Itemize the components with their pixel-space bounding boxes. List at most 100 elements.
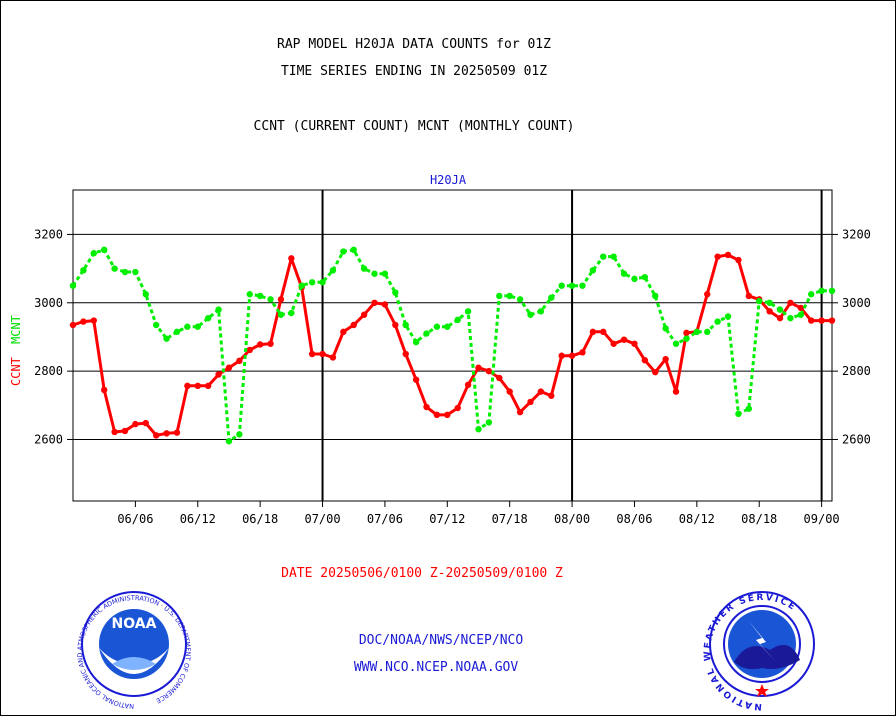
data-point-mcnt <box>381 270 389 277</box>
x-tick-label: 07/18 <box>492 512 528 526</box>
data-point-mcnt <box>797 311 805 318</box>
data-point-ccnt <box>558 352 565 359</box>
data-point-mcnt <box>215 306 222 313</box>
data-point-ccnt <box>184 382 191 390</box>
data-point-ccnt <box>506 388 513 395</box>
data-point-ccnt <box>288 255 295 262</box>
data-point-ccnt <box>714 253 721 260</box>
y-tick-label: 2600 <box>34 432 63 446</box>
data-point-ccnt <box>163 430 170 437</box>
data-point-mcnt <box>433 323 441 330</box>
data-point-ccnt <box>652 368 659 376</box>
data-point-mcnt <box>412 338 420 346</box>
data-point-mcnt <box>100 246 108 254</box>
data-point-ccnt <box>516 408 524 416</box>
data-point-mcnt <box>828 287 836 295</box>
data-point-mcnt <box>225 437 233 445</box>
y-tick-label: 3000 <box>34 296 63 310</box>
data-point-ccnt <box>818 317 825 324</box>
title-line-2: TIME SERIES ENDING IN 20250509 01Z <box>280 64 548 79</box>
data-point-mcnt <box>163 335 170 342</box>
y-tick-label-right: 2800 <box>842 364 871 378</box>
data-point-mcnt <box>152 321 160 329</box>
data-point-mcnt <box>288 309 295 317</box>
chart-title: H20JA <box>429 173 467 187</box>
data-point-mcnt <box>475 426 482 433</box>
data-point-ccnt <box>371 299 378 306</box>
title-line-1: RAP MODEL H20JA DATA COUNTS for 01Z <box>277 37 551 52</box>
data-point-ccnt <box>360 311 368 318</box>
data-point-ccnt <box>90 317 97 324</box>
data-point-mcnt <box>683 335 690 342</box>
data-point-mcnt <box>496 292 503 300</box>
x-tick-label: 09/00 <box>804 512 840 526</box>
data-point-mcnt <box>787 314 794 322</box>
data-point-mcnt <box>308 279 316 286</box>
data-point-mcnt <box>620 270 628 277</box>
data-point-mcnt <box>90 250 97 257</box>
x-tick-label: 08/00 <box>554 512 590 526</box>
data-point-ccnt <box>215 371 222 378</box>
data-point-ccnt <box>236 357 243 365</box>
y-tick-label: 3200 <box>34 227 63 241</box>
data-point-ccnt <box>776 314 784 322</box>
data-point-mcnt <box>745 405 753 412</box>
data-point-ccnt <box>464 381 472 389</box>
series-line-ccnt <box>72 253 832 437</box>
title-line-3: CCNT (CURRENT COUNT) MCNT (MONTHLY COUNT… <box>253 119 575 134</box>
data-point-mcnt <box>121 268 129 276</box>
data-point-ccnt <box>308 350 316 358</box>
data-point-mcnt <box>693 328 701 336</box>
data-point-ccnt <box>80 318 87 325</box>
data-point-ccnt <box>246 346 253 354</box>
data-point-ccnt <box>568 352 576 359</box>
data-point-mcnt <box>516 296 524 303</box>
data-point-mcnt <box>402 321 409 329</box>
website-link[interactable]: WWW.NCO.NCEP.NOAA.GOV <box>353 660 519 675</box>
data-point-mcnt <box>194 323 201 330</box>
data-point-mcnt <box>652 292 659 300</box>
data-point-mcnt <box>662 325 669 332</box>
data-point-mcnt <box>132 268 139 276</box>
data-point-ccnt <box>745 292 753 300</box>
data-point-mcnt <box>527 311 534 318</box>
data-point-ccnt <box>423 403 430 411</box>
data-point-mcnt <box>672 340 680 347</box>
data-point-ccnt <box>340 328 347 336</box>
data-point-mcnt <box>256 292 264 300</box>
data-point-ccnt <box>662 355 669 363</box>
data-point-mcnt <box>818 287 825 295</box>
data-point-ccnt <box>225 364 233 371</box>
data-point-mcnt <box>589 267 597 274</box>
y-tick-label-right: 3200 <box>842 227 871 241</box>
data-point-ccnt <box>69 321 77 329</box>
data-point-mcnt <box>69 282 77 289</box>
data-point-ccnt <box>766 308 773 315</box>
data-point-ccnt <box>100 386 108 394</box>
data-point-mcnt <box>704 328 711 336</box>
data-point-ccnt <box>485 367 493 375</box>
data-point-mcnt <box>360 265 368 272</box>
data-point-mcnt <box>610 253 617 260</box>
data-point-mcnt <box>735 410 742 418</box>
data-point-mcnt <box>319 279 326 286</box>
data-point-mcnt <box>277 311 285 318</box>
date-range: DATE 20250506/0100 Z-20250509/0100 Z <box>281 566 563 581</box>
data-point-mcnt <box>298 282 305 289</box>
y-tick-label: 2800 <box>34 364 63 378</box>
data-point-ccnt <box>610 340 617 347</box>
data-point-mcnt <box>340 248 347 255</box>
x-tick-label: 08/12 <box>679 512 715 526</box>
data-point-mcnt <box>371 270 378 277</box>
data-point-mcnt <box>111 265 118 272</box>
data-point-ccnt <box>142 419 149 427</box>
x-tick-label: 08/18 <box>741 512 777 526</box>
data-point-ccnt <box>620 336 628 343</box>
data-point-mcnt <box>724 313 732 320</box>
data-point-mcnt <box>579 282 586 289</box>
data-point-ccnt <box>319 350 326 358</box>
x-tick-label: 08/06 <box>616 512 652 526</box>
data-point-mcnt <box>350 246 357 254</box>
data-point-mcnt <box>808 291 815 298</box>
